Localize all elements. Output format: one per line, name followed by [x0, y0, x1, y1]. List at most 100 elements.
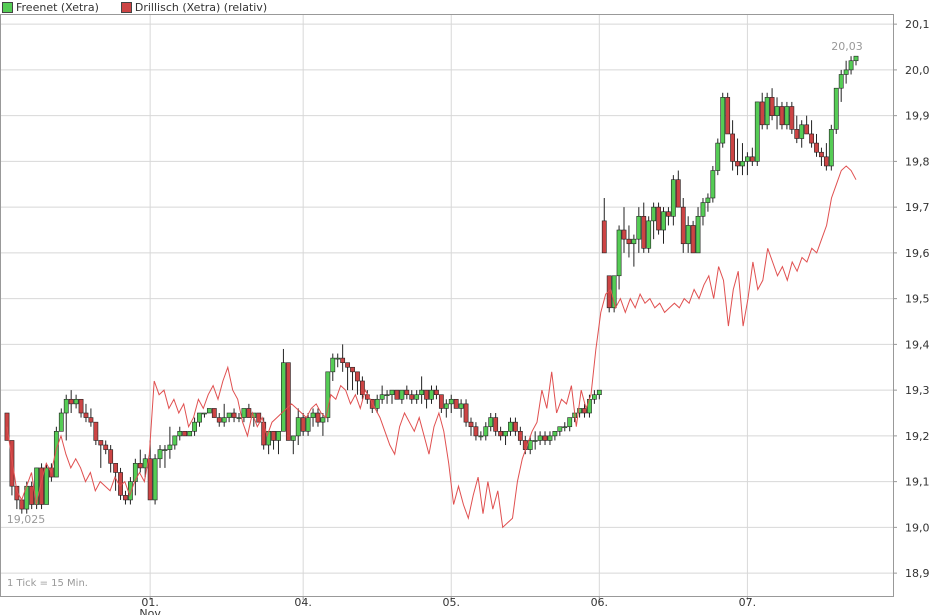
candle-body: [828, 129, 834, 167]
candle-body: [211, 408, 217, 418]
candle-body: [359, 380, 365, 396]
candle-body: [216, 417, 222, 423]
candle-body: [290, 435, 296, 441]
candle-body: [700, 202, 706, 217]
candle-body: [29, 485, 35, 505]
candle-body: [463, 403, 469, 423]
candle-body: [853, 55, 859, 62]
candle-body: [735, 161, 740, 167]
candle-body: [527, 440, 533, 450]
candle-body: [493, 417, 499, 432]
candle-body: [187, 431, 193, 437]
candle-body: [424, 389, 429, 400]
candle-body: [809, 133, 814, 144]
y-tick-label: 19,3: [905, 384, 930, 397]
y-tick-label: 19,2: [905, 430, 930, 443]
candle-body: [295, 417, 301, 437]
candle-body: [661, 211, 666, 231]
candle-body: [764, 97, 770, 126]
candle-body: [636, 215, 642, 240]
candle-body: [9, 440, 15, 487]
candle-body: [498, 431, 504, 437]
candle-body: [177, 431, 183, 437]
candle-body: [98, 440, 104, 446]
candle-body: [39, 467, 44, 505]
x-tick-label: 05.: [442, 596, 460, 609]
candle-body: [113, 463, 118, 473]
candle-body: [646, 220, 652, 249]
candle-body: [78, 398, 84, 414]
candle-body: [44, 467, 49, 505]
candle-body: [833, 87, 839, 130]
candle-body: [429, 389, 434, 400]
candle-body: [705, 197, 711, 203]
y-tick-label: 18,9: [905, 567, 930, 580]
candle-body: [404, 389, 410, 396]
candle-body: [399, 389, 405, 400]
candle-body: [532, 440, 538, 442]
candle-body: [162, 449, 168, 451]
candle-body: [789, 106, 795, 130]
candle-body: [58, 412, 64, 432]
legend-swatch-drillisch: [120, 1, 132, 13]
candle-body: [414, 394, 420, 400]
candle-body: [552, 431, 558, 437]
candle-body: [231, 412, 237, 418]
candle-body: [63, 398, 69, 414]
y-tick-label: 19,9: [905, 110, 930, 123]
candle-body: [621, 229, 627, 240]
candle-body: [256, 412, 262, 423]
candle-body: [157, 449, 163, 460]
candle-body: [784, 106, 790, 126]
candle-body: [221, 417, 227, 423]
candle-body: [626, 238, 632, 245]
candle-body: [458, 403, 464, 409]
candle-body: [182, 431, 188, 437]
y-tick-label: 20,1: [905, 18, 930, 31]
candle-body: [88, 417, 94, 423]
candle-body: [19, 499, 25, 510]
candle-body: [587, 398, 592, 414]
candle-body: [557, 426, 563, 432]
candle-body: [745, 156, 750, 162]
candle-body: [379, 394, 385, 400]
candle-body: [276, 431, 281, 441]
legend-label-freenet: Freenet (Xetra): [16, 0, 99, 14]
candle-body: [206, 408, 212, 414]
candle-body: [754, 101, 760, 162]
y-tick-label: 19,4: [905, 338, 930, 351]
candle-body: [562, 426, 568, 429]
candle-body: [567, 417, 573, 428]
candle-body: [740, 161, 745, 167]
candle-body: [601, 220, 607, 254]
candle-body: [384, 394, 390, 397]
candle-body: [68, 398, 74, 405]
candle-body: [725, 97, 731, 135]
candle-body: [345, 362, 350, 368]
x-tick-sublabel: Nov: [139, 607, 161, 615]
candle-body: [14, 485, 20, 501]
y-tick-label: 20,0: [905, 64, 930, 77]
candle-body: [819, 151, 824, 158]
candle-body: [241, 408, 247, 418]
legend-item-freenet[interactable]: Freenet (Xetra): [2, 0, 99, 14]
candle-body: [468, 421, 474, 428]
candle-body: [547, 435, 553, 441]
candle-body: [478, 435, 484, 438]
candle-body: [246, 408, 252, 418]
candle-body: [769, 97, 775, 116]
candle-body: [680, 206, 686, 245]
tick-interval-note: 1 Tick = 15 Min.: [7, 578, 88, 589]
candle-body: [749, 156, 755, 162]
candle-body: [641, 215, 647, 249]
high-annotation: 20,03: [831, 40, 863, 53]
candle-body: [325, 371, 331, 418]
candle-body: [656, 206, 661, 231]
candle-body: [631, 238, 637, 245]
candle-body: [774, 106, 780, 116]
legend-item-drillisch[interactable]: Drillisch (Xetra) (relativ): [120, 0, 267, 14]
candle-body: [582, 408, 587, 414]
candle-body: [695, 215, 701, 254]
y-tick-label: 19,7: [905, 201, 930, 214]
